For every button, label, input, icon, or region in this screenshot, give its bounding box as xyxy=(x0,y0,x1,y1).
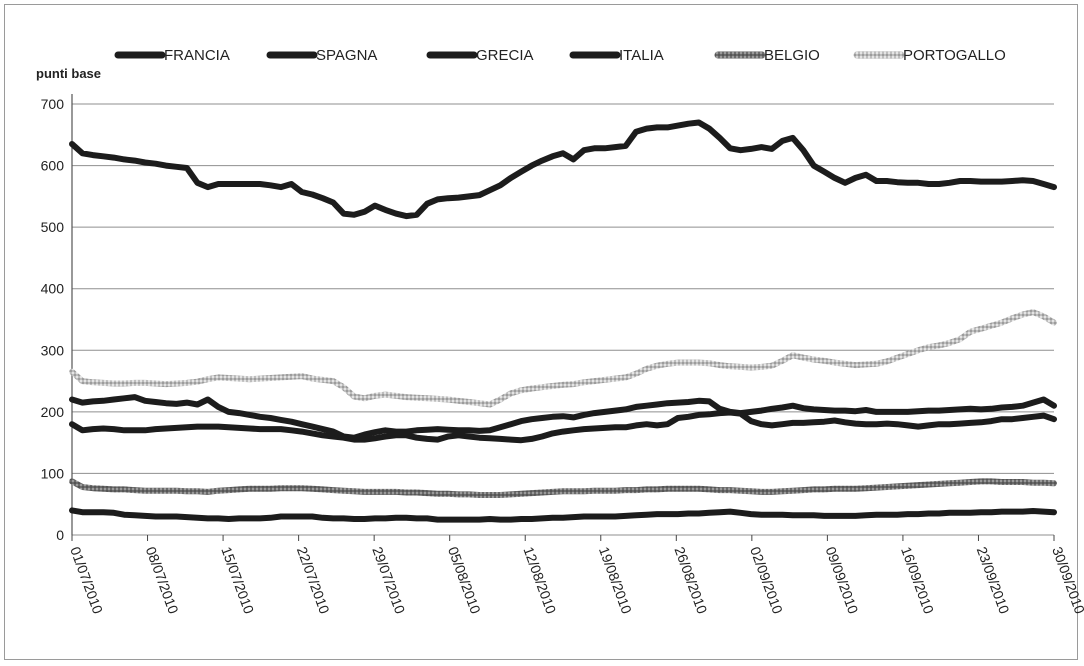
x-axis: 01/07/2010 08/07/2010 15/07/2010 22/07/2010… xyxy=(67,535,1084,616)
series-line-francia xyxy=(69,507,1057,523)
series-line-spagna xyxy=(69,409,1057,444)
y-tick-label: 500 xyxy=(41,219,65,235)
x-tick-label: 22/07/2010 xyxy=(294,545,333,617)
y-tick-label: 300 xyxy=(41,342,65,358)
y-tick-label: 700 xyxy=(41,96,65,112)
x-tick-label: 29/07/2010 xyxy=(369,545,408,617)
y-tick-label: 400 xyxy=(41,281,65,297)
x-tick-label: 02/09/2010 xyxy=(747,545,786,617)
y-tick-label: 600 xyxy=(41,158,65,174)
series-lines xyxy=(69,119,1057,523)
x-tick-label: 09/09/2010 xyxy=(823,545,862,617)
y-axis-label: punti base xyxy=(36,66,101,81)
legend-label-grecia: GRECIA xyxy=(476,47,534,64)
x-tick-label: 30/09/2010 xyxy=(1049,545,1084,617)
x-tick-label: 05/08/2010 xyxy=(445,545,484,617)
x-tick-label: 16/09/2010 xyxy=(898,545,937,617)
y-tick-label: 0 xyxy=(56,527,64,543)
gridlines xyxy=(71,94,1054,536)
x-tick-label: 23/09/2010 xyxy=(974,545,1013,617)
series-line-portogallo xyxy=(69,309,1057,408)
series-line-belgio xyxy=(69,478,1057,498)
y-tick-label: 200 xyxy=(41,404,65,420)
legend-label-belgio: BELGIO xyxy=(764,47,820,64)
series-line-italia xyxy=(69,394,1057,441)
x-tick-label: 15/07/2010 xyxy=(218,545,257,617)
legend-label-portogallo: PORTOGALLO xyxy=(903,47,1006,64)
x-tick-label: 01/07/2010 xyxy=(67,545,106,617)
legend-label-spagna: SPAGNA xyxy=(316,47,377,64)
chart-frame xyxy=(4,4,1078,660)
x-tick-label: 08/07/2010 xyxy=(143,545,182,617)
legend-label-italia: ITALIA xyxy=(619,47,664,64)
y-axis-ticks: 0 100 200 300 400 500 600 700 xyxy=(41,96,65,543)
legend-label-francia: FRANCIA xyxy=(164,47,230,64)
y-tick-label: 100 xyxy=(41,465,65,481)
x-tick-label: 26/08/2010 xyxy=(671,545,710,617)
chart-legend: FRANCIA SPAGNA GRECIA ITALIA BELGIO PORTOGALL… xyxy=(114,47,1006,64)
x-tick-label: 12/08/2010 xyxy=(520,545,559,617)
x-tick-label: 19/08/2010 xyxy=(596,545,635,617)
series-line-grecia xyxy=(69,119,1057,220)
